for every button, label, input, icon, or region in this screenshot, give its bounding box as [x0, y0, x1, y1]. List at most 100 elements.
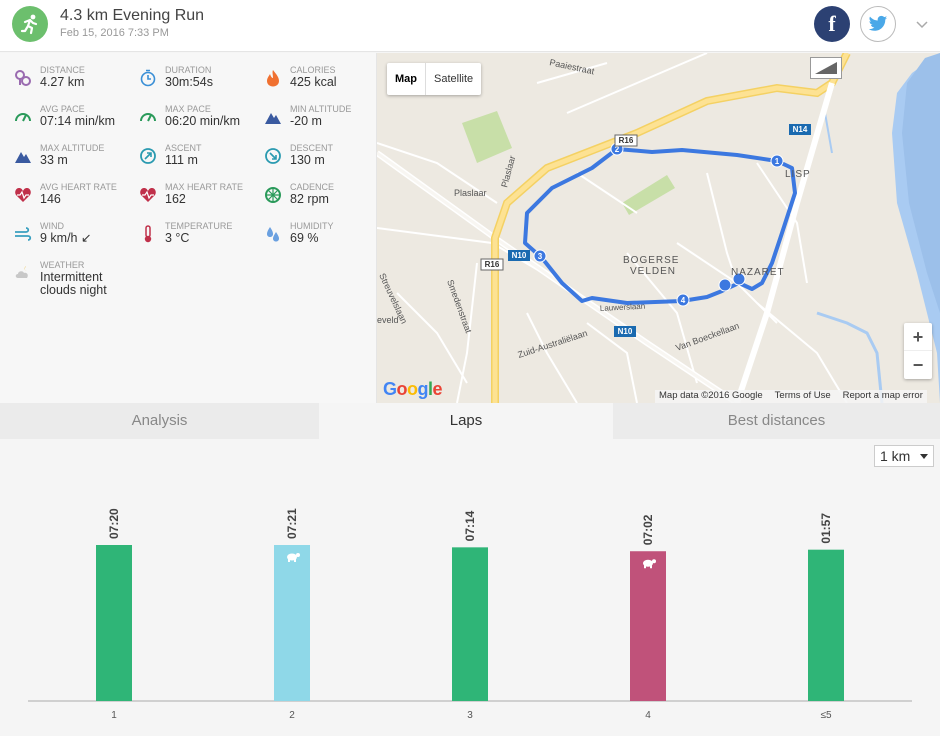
lap-distance-select[interactable]: 1 km — [874, 445, 934, 467]
lap-time-label: 07:21 — [285, 508, 299, 539]
road-label-r16-b: R16 — [485, 260, 500, 269]
stat-cadence: CADENCE 82 rpm — [264, 182, 388, 218]
tab-laps[interactable]: Laps — [319, 403, 613, 439]
report-map-error-link[interactable]: Report a map error — [842, 390, 923, 401]
stat-label: MAX ALTITUDE — [40, 143, 105, 153]
lap-bar[interactable] — [274, 545, 310, 701]
route-marker-4[interactable]: 4 — [681, 296, 686, 305]
street-label-plaslaar: Plaslaar — [454, 188, 487, 198]
route-marker-3[interactable]: 3 — [538, 252, 543, 261]
stat-label: AVG HEART RATE — [40, 182, 117, 192]
laps-chart-panel: 1 km 07:20 1 07:21 2 07:14 3 07:02 4 01:57 ≤5 — [0, 439, 940, 731]
activity-title: 4.3 km Evening Run — [60, 7, 205, 24]
map-canvas[interactable]: 1 2 3 4 R16 R16 N14 N10 N10 Paaiestraat … — [377, 53, 940, 403]
stopwatch-icon — [140, 69, 156, 87]
stat-value: 146 — [40, 192, 61, 206]
lap-number-label: 2 — [289, 710, 295, 721]
street-label-eveld: eveld — [377, 315, 399, 325]
lap-bar[interactable] — [452, 547, 488, 701]
stat-humidity: HUMIDITY 69 % — [264, 221, 388, 257]
terms-of-use-link[interactable]: Terms of Use — [774, 390, 831, 401]
stat-value: 425 kcal — [290, 75, 337, 89]
zoom-control: + − — [904, 323, 932, 379]
stat-label: MIN ALTITUDE — [290, 104, 352, 114]
road-label-n10: N10 — [512, 251, 527, 260]
stat-descent: DESCENT 130 m — [264, 143, 388, 179]
lap-bar[interactable] — [630, 551, 666, 701]
lap-time-label: 07:02 — [641, 514, 655, 545]
facebook-icon: f — [828, 11, 836, 36]
pace-gauge-icon — [140, 113, 156, 122]
twitter-icon — [868, 15, 888, 31]
stat-label: AVG PACE — [40, 104, 85, 114]
pace-gauge-icon — [15, 113, 31, 122]
lap-number-label: ≤5 — [820, 710, 831, 721]
droplets-icon — [267, 227, 279, 242]
zoom-out-button[interactable]: − — [912, 355, 924, 375]
stat-label: HUMIDITY — [290, 221, 334, 231]
tab-best-distances[interactable]: Best distances — [727, 412, 826, 429]
stat-value: 69 % — [290, 231, 319, 245]
turtle-icon — [287, 553, 300, 562]
tab-analysis[interactable]: Analysis — [131, 412, 188, 429]
stat-value: -20 m — [290, 114, 322, 128]
turtle-icon — [643, 559, 656, 569]
stat-value: 4.27 km — [40, 75, 85, 89]
stat-distance: DISTANCE 4.27 km — [14, 65, 138, 101]
wheel-icon — [265, 187, 281, 203]
stat-label: MAX HEART RATE — [165, 182, 244, 192]
lap-time-label: 07:14 — [463, 510, 477, 541]
facebook-share-button[interactable]: f — [814, 6, 850, 42]
laps-bar-chart: 07:20 1 07:21 2 07:14 3 07:02 4 01:57 ≤5 — [28, 508, 912, 721]
compass-down-icon — [265, 148, 281, 164]
lap-bar[interactable] — [808, 549, 844, 701]
road-label-r16: R16 — [619, 136, 634, 145]
stat-label: ASCENT — [165, 143, 202, 153]
lap-time-label: 01:57 — [819, 513, 833, 544]
twitter-share-button[interactable] — [860, 6, 896, 42]
wind-icon — [15, 227, 32, 241]
stat-value: 9 km/h ↙ — [40, 231, 92, 245]
stat-avg-pace: AVG PACE 07:14 min/km — [14, 104, 138, 140]
area-label-bogerse: BOGERSE — [623, 255, 679, 266]
running-icon — [12, 6, 48, 42]
thermometer-icon — [144, 225, 152, 243]
compass-up-icon — [140, 148, 156, 164]
route-map[interactable]: 1 2 3 4 R16 R16 N14 N10 N10 Paaiestraat … — [377, 53, 940, 403]
zoom-in-button[interactable]: + — [904, 323, 932, 351]
street-label-zuid-australielaan: Zuid-Australiëlaan — [517, 328, 589, 360]
chevron-down-icon[interactable] — [914, 16, 930, 32]
stat-label: TEMPERATURE — [165, 221, 233, 231]
stat-wind: WIND 9 km/h ↙ — [14, 221, 138, 257]
stat-label: DURATION — [165, 65, 212, 75]
activity-header: 4.3 km Evening Run Feb 15, 2016 7:33 PM … — [0, 0, 940, 52]
stat-max-heart-rate: MAX HEART RATE 162 — [139, 182, 263, 218]
stat-temperature: TEMPERATURE 3 °C — [139, 221, 263, 257]
stat-weather: WEATHER Intermittent clouds night — [14, 260, 124, 297]
stat-label: MAX PACE — [165, 104, 211, 114]
stat-label: DISTANCE — [40, 65, 85, 75]
lap-bar[interactable] — [96, 545, 132, 701]
area-label-velden: VELDEN — [630, 266, 676, 277]
lap-distance-value: 1 km — [880, 448, 911, 464]
map-type-satellite-button[interactable]: Satellite — [434, 73, 474, 85]
stat-max-pace: MAX PACE 06:20 min/km — [139, 104, 263, 140]
street-label-smedenstraat: Smedenstraat — [445, 278, 474, 335]
map-type-map-button[interactable]: Map — [387, 63, 426, 95]
stat-value: 162 — [165, 192, 186, 206]
lap-number-label: 4 — [645, 710, 651, 721]
map-data-credit: Map data ©2016 Google — [659, 390, 763, 401]
heart-icon — [140, 188, 156, 202]
street-label-lauwerslaan: Lauwerslaan — [600, 302, 646, 313]
fullscreen-icon[interactable] — [810, 57, 842, 79]
route-marker-2[interactable]: 2 — [615, 145, 620, 154]
route-marker-1[interactable]: 1 — [775, 157, 780, 166]
mountain-icon — [15, 152, 31, 163]
select-arrow-icon — [920, 454, 928, 459]
stat-avg-heart-rate: AVG HEART RATE 146 — [14, 182, 138, 218]
map-attribution: Map data ©2016 Google Terms of Use Repor… — [655, 390, 927, 403]
area-label-nazaret: NAZARET — [731, 267, 785, 278]
area-label-lisp: LISP — [785, 169, 811, 180]
stats-panel: DISTANCE 4.27 km DURATION 30m:54s CALORIES 42… — [0, 53, 377, 403]
stat-label: WEATHER — [40, 260, 85, 270]
